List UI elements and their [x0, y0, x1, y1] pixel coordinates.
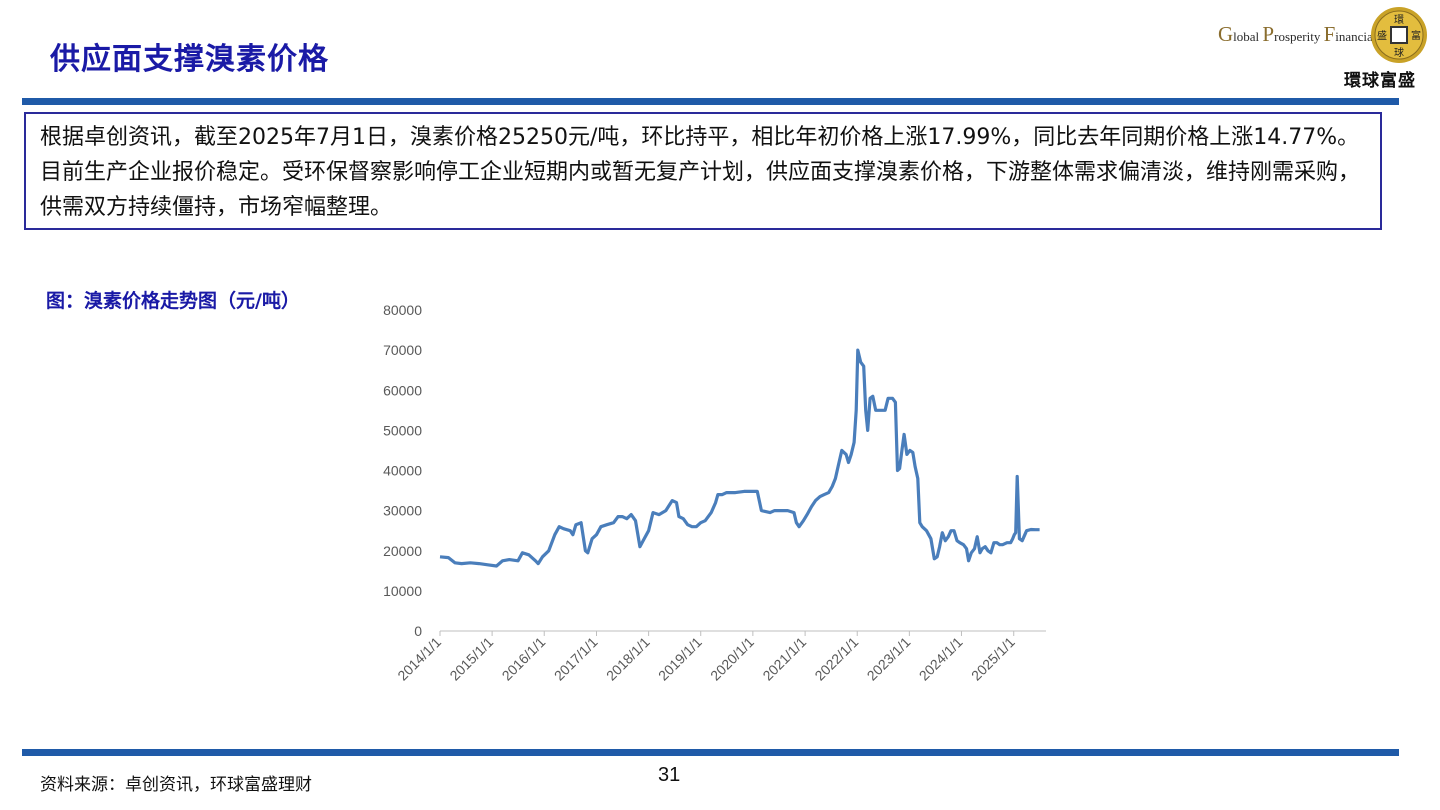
x-tick-label: 2015/1/1 [446, 634, 496, 684]
x-tick-label: 2020/1/1 [707, 634, 757, 684]
footer-divider [22, 749, 1399, 756]
y-tick-label: 0 [414, 623, 422, 639]
x-tick-label: 2024/1/1 [916, 634, 966, 684]
x-tick-label: 2018/1/1 [603, 634, 653, 684]
page-title: 供应面支撑溴素价格 [50, 42, 329, 77]
x-tick-label: 2025/1/1 [968, 634, 1018, 684]
y-tick-label: 50000 [383, 422, 422, 438]
x-tick-label: 2014/1/1 [394, 634, 444, 684]
x-tick-label: 2016/1/1 [499, 634, 549, 684]
summary-box: 根据卓创资讯，截至2025年7月1日，溴素价格25250元/吨，环比持平，相比年… [24, 112, 1382, 230]
y-tick-label: 40000 [383, 463, 422, 479]
logo-chinese-name: 環球富盛 [1344, 71, 1416, 91]
page-number: 31 [658, 764, 681, 786]
source-note: 资料来源：卓创资讯，环球富盛理财 [40, 775, 312, 795]
coin-char: 球 [1394, 46, 1404, 59]
logo-english-name: Global Prosperity Financial [1218, 22, 1377, 46]
x-tick-label: 2019/1/1 [655, 634, 705, 684]
y-tick-label: 80000 [383, 302, 422, 318]
coin-emblem-icon: 環 球 盛 富 [1371, 7, 1427, 63]
coin-char: 富 [1411, 29, 1421, 42]
y-tick-label: 60000 [383, 382, 422, 398]
price-series-line [439, 348, 1040, 568]
y-tick-label: 30000 [383, 503, 422, 519]
x-tick-label: 2021/1/1 [759, 634, 809, 684]
header-divider [22, 98, 1399, 105]
coin-char: 環 [1394, 14, 1404, 26]
price-line-chart: 0 10000 20000 30000 40000 50000 60000 70000 8000… [383, 302, 1046, 684]
company-logo: Global Prosperity Financial 環 球 盛 富 環球富盛 [1210, 4, 1436, 96]
y-tick-label: 70000 [383, 342, 422, 358]
chart-title: 图：溴素价格走势图（元/吨） [46, 290, 300, 312]
x-tick-label: 2017/1/1 [551, 634, 601, 684]
y-tick-label: 20000 [383, 543, 422, 559]
x-tick-label: 2022/1/1 [812, 634, 862, 684]
x-tick-label: 2023/1/1 [864, 634, 914, 684]
y-tick-label: 10000 [383, 583, 422, 599]
coin-char: 盛 [1377, 29, 1387, 42]
